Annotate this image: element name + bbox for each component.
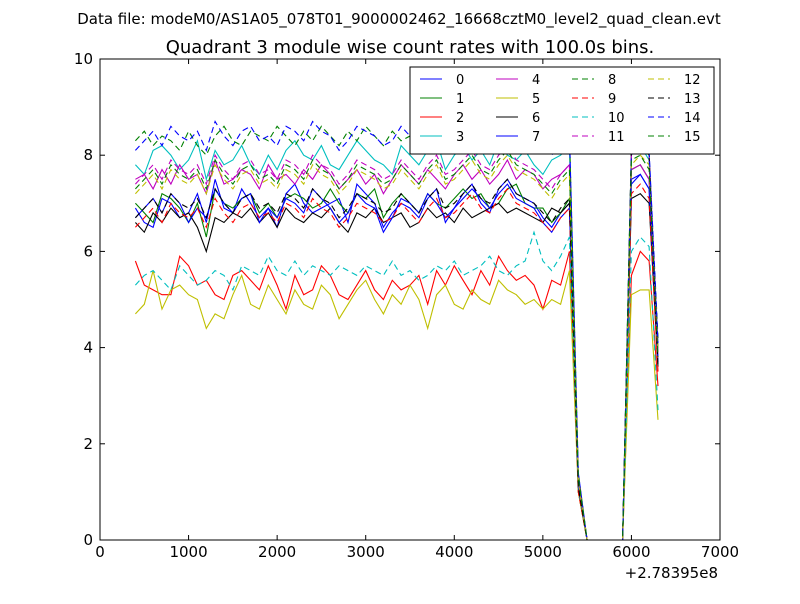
series-line-5 [134,270,659,541]
series-line-2 [134,250,659,541]
series-line-8 [134,125,659,541]
x-tick-label: 5000 [524,543,562,561]
y-tick-label: 0 [83,531,93,549]
x-tick-label: 1000 [169,543,207,561]
legend-label-9: 9 [608,92,616,107]
x-tick-label: 3000 [347,543,385,561]
x-axis-offset-label: +2.78395e8 [625,564,718,582]
series-line-10 [134,230,659,541]
legend-label-2: 2 [456,111,464,126]
y-tick-label: 2 [83,435,93,453]
y-tick-label: 8 [83,146,93,164]
legend-label-6: 6 [532,111,540,126]
legend-label-4: 4 [532,73,540,88]
legend-label-1: 1 [456,92,464,107]
x-tick-label: 0 [95,543,105,561]
legend-label-12: 12 [684,73,701,88]
x-tick-label: 2000 [258,543,296,561]
plot-area-frame [99,58,721,541]
legend-label-8: 8 [608,73,616,88]
legend-label-5: 5 [532,92,540,107]
series-line-13 [134,92,659,541]
legend-label-10: 10 [608,111,625,126]
data-file-label: Data file: modeM0/AS1A05_078T01_90000024… [77,10,721,29]
legend-label-13: 13 [684,92,701,107]
legend-label-11: 11 [608,130,625,145]
chart-title: Quadrant 3 module wise count rates with … [166,37,655,58]
legend-label-15: 15 [684,130,701,145]
legend-label-14: 14 [684,111,701,126]
legend-label-3: 3 [456,130,464,145]
legend-box [409,66,715,155]
x-tick-label: 7000 [701,543,739,561]
legend-label-0: 0 [456,73,464,88]
x-tick-label: 6000 [612,543,650,561]
x-tick-label: 4000 [435,543,473,561]
y-tick-label: 10 [74,50,93,68]
series-line-15 [134,149,659,541]
plot-series-group [134,92,659,541]
y-tick-label: 6 [83,242,93,260]
series-line-14 [134,110,659,541]
legend-label-7: 7 [532,130,540,145]
y-tick-label: 4 [83,339,93,357]
